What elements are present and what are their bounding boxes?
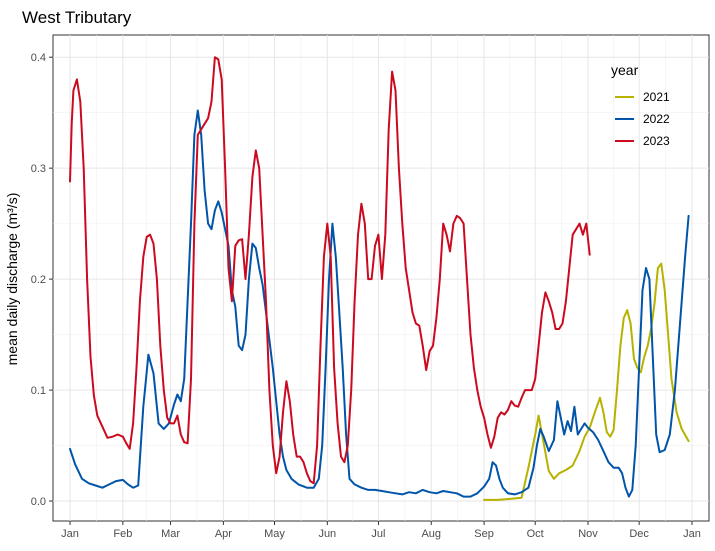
x-tick-label: Oct [527,528,544,540]
chart-title: West Tributary [22,8,132,27]
series-lines [69,56,690,501]
y-tick-label: 0.3 [31,163,46,175]
x-axis: Jan Feb Mar Apr May Jun Jul Aug Sep Oct Nov Dec Jan [61,521,701,540]
legend-label-2023: 2023 [643,134,670,148]
y-axis-title: mean daily discharge (m³/s) [4,193,20,366]
series-line-2023 [69,56,591,485]
x-tick-label: Jan [61,528,79,540]
x-tick-label: Jan [683,528,701,540]
series-line-2021 [483,262,690,501]
x-tick-label: Mar [161,528,180,540]
x-tick-label: May [264,528,285,540]
legend: year 2021 2022 2023 [611,62,670,148]
series-line-2022 [69,109,690,498]
x-tick-label: Feb [113,528,132,540]
y-tick-label: 0.2 [31,274,46,286]
legend-title: year [611,62,639,78]
y-tick-label: 0.0 [31,496,46,508]
x-tick-label: Dec [629,528,649,540]
x-tick-label: Apr [215,528,232,540]
legend-label-2021: 2021 [643,90,670,104]
x-tick-label: Nov [578,528,598,540]
legend-label-2022: 2022 [643,112,670,126]
y-tick-label: 0.1 [31,385,46,397]
y-axis: 0.0 0.1 0.2 0.3 0.4 [31,52,53,508]
x-tick-label: Aug [421,528,441,540]
y-tick-label: 0.4 [31,52,46,64]
x-tick-label: Jun [318,528,336,540]
x-tick-label: Sep [474,528,494,540]
x-tick-label: Jul [371,528,385,540]
